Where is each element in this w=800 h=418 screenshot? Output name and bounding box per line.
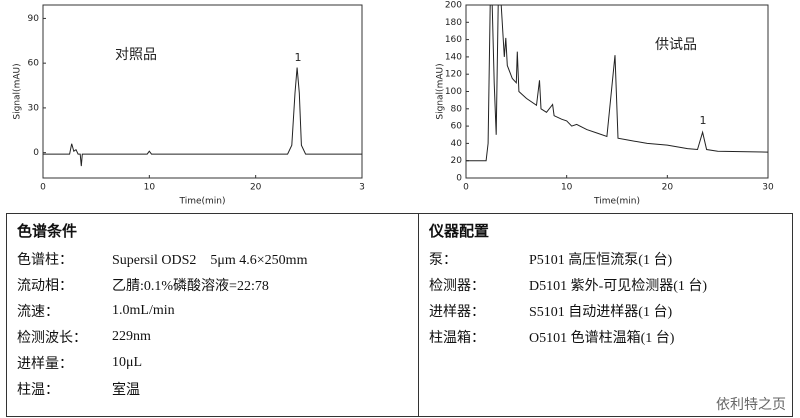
y-tick-label: 0 (33, 148, 39, 158)
table-row: 进样器： S5101 自动进样器(1 台) (429, 298, 782, 324)
y-tick-label: 100 (445, 87, 462, 97)
row-key: 检测波长： (17, 331, 87, 346)
row-key: 流动相： (17, 279, 73, 294)
conditions-table: 色谱条件 色谱柱： Supersil ODS2 5μm 4.6×250mm 流动相：… (6, 213, 793, 417)
y-tick-label: 60 (451, 122, 463, 132)
table-row: 流动相： 乙腈:0.1%磷酸溶液=22:78 (17, 272, 408, 298)
row-value: O5101 色谱柱温箱(1 台) (529, 331, 675, 346)
y-tick-label: 0 (456, 174, 462, 184)
x-tick-label: 10 (144, 183, 156, 193)
x-tick-label: 20 (662, 183, 674, 193)
x-tick-label: 3 (359, 183, 365, 193)
plot-frame (42, 4, 363, 179)
table-row: 流速： 1.0mL/min (17, 298, 408, 324)
row-value: 乙腈:0.1%磷酸溶液=22:78 (112, 279, 269, 294)
row-key: 泵： (429, 253, 457, 268)
y-tick-label: 180 (445, 18, 462, 28)
row-value: D5101 紫外-可见检测器(1 台) (529, 279, 708, 294)
y-tick-label: 200 (445, 1, 462, 11)
y-tick-label: 40 (451, 139, 463, 149)
y-axis-label: Signal(mAU) (13, 63, 23, 119)
chromatogram-line (43, 67, 362, 167)
annotation: 供试品 (655, 37, 697, 53)
table-row: 柱温： 室温 (17, 376, 408, 402)
table-row: 进样量： 10μL (17, 350, 408, 376)
x-tick-label: 0 (40, 183, 46, 193)
y-tick-label: 90 (28, 14, 40, 24)
row-value: 1.0mL/min (112, 303, 175, 318)
row-value: Supersil ODS2 5μm 4.6×250mm (112, 253, 308, 268)
column-title: 色谱条件 (17, 222, 78, 240)
row-value: 室温 (112, 383, 140, 398)
chromatogram-line (466, 5, 768, 162)
plot-frame (465, 4, 769, 179)
row-key: 进样器： (429, 305, 485, 320)
x-axis-label: Time(min) (593, 197, 640, 207)
row-value: S5101 自动进样器(1 台) (529, 305, 673, 320)
table-row: 泵： P5101 高压恒流泵(1 台) (429, 246, 782, 272)
watermark: 依利特之页 (716, 397, 786, 413)
x-tick-label: 30 (762, 183, 774, 193)
row-key: 柱温： (17, 383, 59, 398)
x-tick-label: 20 (250, 183, 262, 193)
y-tick-label: 30 (28, 103, 40, 113)
row-key: 柱温箱： (429, 331, 485, 346)
y-tick-label: 120 (445, 70, 462, 80)
peak-label: 1 (700, 114, 707, 127)
table-row: 色谱柱： Supersil ODS2 5μm 4.6×250mm (17, 246, 408, 272)
annotation: 对照品 (115, 47, 157, 63)
row-value: P5101 高压恒流泵(1 台) (529, 253, 673, 268)
table-row: 检测器： D5101 紫外-可见检测器(1 台) (429, 272, 782, 298)
x-axis-label: Time(min) (178, 197, 225, 207)
y-axis-label: Signal(mAU) (436, 63, 446, 119)
y-tick-label: 140 (445, 52, 462, 62)
row-key: 色谱柱： (17, 253, 73, 268)
row-key: 检测器： (429, 279, 485, 294)
column-title: 仪器配置 (429, 222, 490, 240)
left-column: 色谱条件 色谱柱： Supersil ODS2 5μm 4.6×250mm 流动相：… (7, 214, 419, 416)
y-tick-label: 20 (451, 156, 463, 166)
x-tick-label: 0 (463, 183, 469, 193)
table-row: 检测波长： 229nm (17, 324, 408, 350)
row-key: 流速： (17, 305, 59, 320)
peak-label: 1 (295, 51, 302, 64)
y-tick-label: 60 (28, 59, 40, 69)
row-value: 229nm (112, 329, 151, 344)
row-value: 10μL (112, 355, 143, 370)
row-key: 进样量： (17, 357, 73, 372)
right-column: 仪器配置 泵： P5101 高压恒流泵(1 台) 检测器： D5101 紫外-可见检测… (419, 214, 792, 416)
y-tick-label: 80 (451, 104, 463, 114)
x-tick-label: 10 (561, 183, 573, 193)
y-tick-label: 160 (445, 35, 462, 45)
table-row: 柱温箱： O5101 色谱柱温箱(1 台) (429, 324, 782, 350)
